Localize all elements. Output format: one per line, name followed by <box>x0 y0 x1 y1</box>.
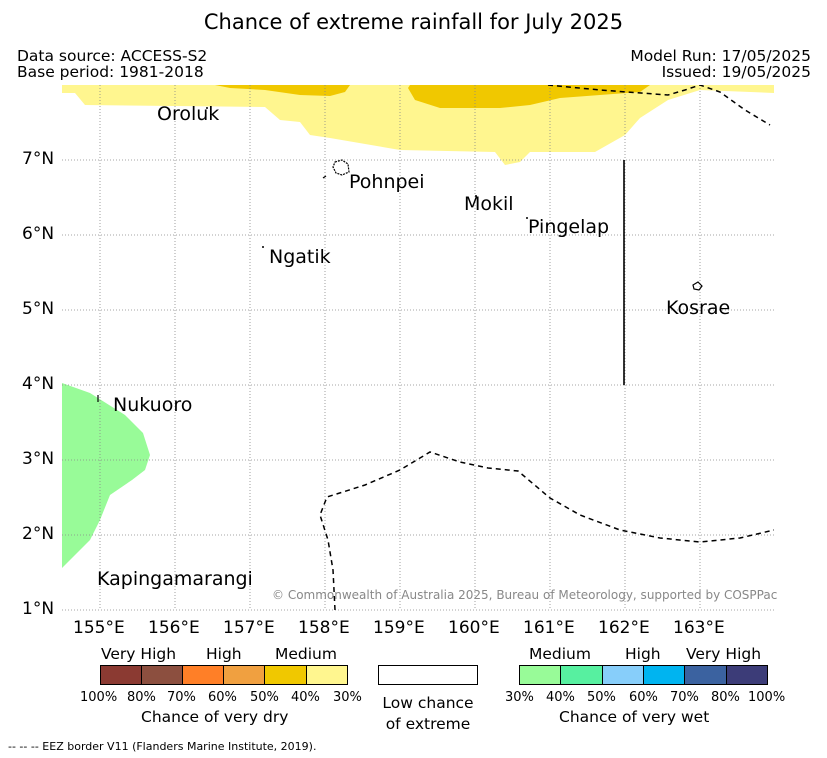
dry-tick: 70% <box>167 690 196 705</box>
dry-tick: 30% <box>333 690 362 705</box>
data-source: Data source: ACCESS-S2 <box>17 47 208 65</box>
dry-swatch-50 <box>264 665 307 685</box>
x-tick: 156°E <box>148 618 200 638</box>
place-label-pohnpei: Pohnpei <box>349 171 425 193</box>
x-tick: 163°E <box>673 618 725 638</box>
mokil-marker <box>475 195 477 197</box>
dry-group-label: High <box>206 645 242 663</box>
y-tick: 4°N <box>22 374 55 394</box>
dry-tick: 50% <box>250 690 279 705</box>
model-run: Model Run: 17/05/2025 <box>630 47 811 65</box>
wet-tick: 50% <box>587 690 616 705</box>
wet-swatch-50 <box>602 665 644 685</box>
low-chance-swatch <box>378 665 478 685</box>
wet-group-label: High <box>625 645 661 663</box>
y-tick: 5°N <box>22 299 55 319</box>
wet-medium-region <box>62 383 150 568</box>
x-tick: 158°E <box>298 618 350 638</box>
wet-tick: 60% <box>629 690 658 705</box>
place-label-ngatik: Ngatik <box>269 246 331 268</box>
dry-tick: 100% <box>80 690 118 705</box>
wet-tick: 40% <box>546 690 575 705</box>
dry-swatch-60 <box>223 665 265 685</box>
base-period: Base period: 1981-2018 <box>17 63 204 81</box>
y-tick: 1°N <box>22 599 55 619</box>
wet-swatch-30 <box>519 665 561 685</box>
wet-tick: 100% <box>748 690 786 705</box>
dry-swatch-40 <box>306 665 348 685</box>
y-tick: 3°N <box>22 449 55 469</box>
dry-tick: 60% <box>208 690 237 705</box>
oroluk-marker <box>206 107 208 109</box>
pingelap-marker <box>526 217 528 219</box>
wet-swatch-40 <box>560 665 603 685</box>
pohnpei-islet <box>322 175 327 179</box>
dry-tick: 80% <box>127 690 156 705</box>
gridlines <box>62 85 774 611</box>
y-tick: 7°N <box>22 149 55 169</box>
dry-medium-region <box>62 85 774 165</box>
y-tick: 2°N <box>22 524 55 544</box>
x-tick: 161°E <box>523 618 575 638</box>
ngatik-marker <box>262 246 264 248</box>
kosrae-island <box>692 281 703 291</box>
dry-group-label: Very High <box>101 645 177 663</box>
eez-border <box>319 85 774 610</box>
low-chance-caption-line1: Low chance <box>382 694 474 712</box>
low-chance-caption-line2: of extreme <box>385 715 471 733</box>
x-tick: 159°E <box>373 618 425 638</box>
eez-footnote: -- -- -- EEZ border V11 (Flanders Marine… <box>8 740 317 753</box>
dry-swatch-100 <box>100 665 142 685</box>
issued-date: Issued: 19/05/2025 <box>661 63 811 81</box>
place-label-kosrae: Kosrae <box>666 297 731 319</box>
x-tick: 162°E <box>598 618 650 638</box>
place-label-pingelap: Pingelap <box>528 216 610 238</box>
wet-tick: 30% <box>505 690 534 705</box>
dry-legend-caption: Chance of very dry <box>141 708 289 726</box>
y-tick: 6°N <box>22 224 55 244</box>
x-tick: 155°E <box>73 618 125 638</box>
wet-swatch-70 <box>684 665 727 685</box>
x-tick: 160°E <box>448 618 500 638</box>
dry-high-region <box>408 85 650 108</box>
wet-swatch-60 <box>643 665 685 685</box>
dry-swatch-70 <box>182 665 224 685</box>
copyright-notice: © Commonwealth of Australia 2025, Bureau… <box>272 588 778 602</box>
wet-swatch-80 <box>726 665 768 685</box>
place-label-kapingamarangi: Kapingamarangi <box>97 568 253 590</box>
dry-high-region-west <box>215 85 350 96</box>
dry-swatch-80 <box>141 665 183 685</box>
wet-group-label: Medium <box>529 645 591 663</box>
wet-tick: 80% <box>711 690 740 705</box>
dry-tick: 40% <box>291 690 320 705</box>
dry-group-label: Medium <box>275 645 337 663</box>
place-label-nukuoro: Nukuoro <box>113 394 193 416</box>
x-tick: 157°E <box>223 618 275 638</box>
place-label-mokil: Mokil <box>464 193 514 215</box>
place-label-oroluk: Oroluk <box>157 103 220 125</box>
wet-tick: 70% <box>670 690 699 705</box>
map-title: Chance of extreme rainfall for July 2025 <box>203 10 624 34</box>
wet-group-label: Very High <box>686 645 762 663</box>
pohnpei-island <box>332 159 350 176</box>
wet-legend-caption: Chance of very wet <box>559 708 710 726</box>
